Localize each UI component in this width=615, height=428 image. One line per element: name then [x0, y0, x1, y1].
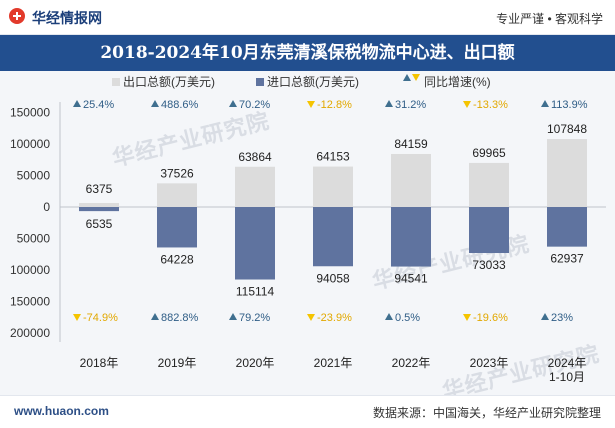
import-bar	[469, 207, 509, 254]
import-growth-label: -23.9%	[317, 312, 352, 324]
legend-label-export: 出口总额(万美元)	[123, 75, 215, 89]
legend-label-import: 进口总额(万美元)	[267, 75, 359, 89]
export-value-label: 84159	[394, 137, 428, 151]
growth-up-triangle-icon	[385, 100, 393, 107]
y-tick-label: 200000	[10, 326, 50, 340]
growth-up-triangle-icon	[229, 313, 237, 320]
growth-up-triangle-icon	[541, 313, 549, 320]
title-bar: 2018-2024年10月东莞清溪保税物流中心进、出口额	[0, 35, 615, 71]
import-bar	[313, 207, 353, 267]
import-value-label: 94058	[316, 271, 350, 285]
import-bar	[235, 207, 275, 280]
export-value-label: 6375	[86, 182, 113, 196]
export-bar	[391, 153, 431, 207]
import-value-label: 6535	[86, 217, 113, 231]
import-bar	[391, 207, 431, 267]
growth-up-triangle-icon	[151, 313, 159, 320]
tagline: 专业严谨 • 客观科学	[496, 12, 603, 26]
x-tick-label: 2023年	[470, 356, 509, 370]
legend-swatch-export	[112, 78, 120, 86]
growth-down-triangle-icon	[463, 101, 471, 108]
import-growth-label: 882.8%	[161, 312, 199, 324]
export-bar	[469, 162, 509, 207]
y-tick-label: 100000	[10, 263, 50, 277]
growth-up-triangle-icon	[541, 100, 549, 107]
growth-up-triangle-icon	[151, 100, 159, 107]
import-growth-label: -19.6%	[473, 312, 508, 324]
import-value-label: 62937	[550, 252, 584, 266]
legend-swatch-import	[256, 78, 264, 86]
x-tick-label: 2021年	[314, 356, 353, 370]
import-value-label: 73033	[472, 258, 506, 272]
export-growth-label: 25.4%	[83, 99, 114, 111]
export-growth-label: 113.9%	[551, 99, 588, 111]
export-bar	[79, 202, 119, 207]
import-growth-label: -74.9%	[83, 312, 118, 324]
growth-down-triangle-icon	[73, 314, 81, 321]
y-tick-label: 50000	[17, 232, 51, 246]
x-tick-label: 1-10月	[549, 370, 585, 384]
x-tick-label: 2022年	[392, 356, 431, 370]
export-bar	[235, 166, 275, 207]
export-value-label: 107848	[547, 122, 587, 136]
growth-up-triangle-icon	[229, 100, 237, 107]
x-tick-label: 2020年	[236, 356, 275, 370]
y-tick-label: 50000	[17, 169, 51, 183]
export-value-label: 69965	[472, 146, 506, 160]
import-growth-label: 79.2%	[239, 312, 270, 324]
import-bar	[157, 207, 197, 248]
export-value-label: 37526	[160, 166, 194, 180]
legend-label-growth: 同比增速(%)	[424, 75, 491, 89]
chart-title: 2018-2024年10月东莞清溪保税物流中心进、出口额	[100, 43, 515, 63]
export-growth-label: 31.2%	[395, 99, 426, 111]
export-value-label: 64153	[316, 150, 350, 164]
y-tick-label: 100000	[10, 137, 50, 151]
legend-up-triangle-icon	[403, 74, 411, 81]
export-bar	[157, 183, 197, 207]
export-bar	[547, 139, 587, 207]
website-link[interactable]: www.huaon.com	[14, 404, 109, 418]
growth-up-triangle-icon	[73, 100, 81, 107]
x-tick-label: 2018年	[80, 356, 119, 370]
import-value-label: 94541	[394, 272, 428, 286]
legend-down-triangle-icon	[412, 74, 420, 81]
export-bar	[313, 166, 353, 207]
huajing-logo-icon	[9, 8, 25, 24]
import-value-label: 115114	[236, 285, 275, 299]
import-growth-label: 0.5%	[395, 312, 420, 324]
export-growth-label: 488.6%	[161, 99, 199, 111]
growth-down-triangle-icon	[463, 314, 471, 321]
footer: www.huaon.com 数据来源：中国海关，华经产业研究院整理	[0, 395, 615, 428]
import-bar	[547, 207, 587, 247]
x-tick-label: 2024年	[548, 356, 587, 370]
top-bar: 华经情报网 专业严谨 • 客观科学	[0, 0, 615, 35]
import-growth-label: 23%	[551, 312, 573, 324]
import-value-label: 64228	[160, 252, 194, 266]
growth-down-triangle-icon	[307, 101, 315, 108]
export-value-label: 63864	[238, 150, 272, 164]
export-growth-label: -13.3%	[473, 99, 508, 111]
brand-name: 华经情报网	[32, 10, 102, 26]
y-tick-label: 0	[43, 200, 50, 214]
y-tick-label: 150000	[10, 295, 50, 309]
y-tick-label: 150000	[10, 106, 50, 120]
export-growth-label: 70.2%	[239, 99, 270, 111]
export-growth-label: -12.8%	[317, 99, 352, 111]
growth-up-triangle-icon	[385, 313, 393, 320]
import-bar	[79, 207, 119, 212]
growth-down-triangle-icon	[307, 314, 315, 321]
x-tick-label: 2019年	[158, 356, 197, 370]
data-source: 数据来源：中国海关，华经产业研究院整理	[372, 406, 601, 420]
